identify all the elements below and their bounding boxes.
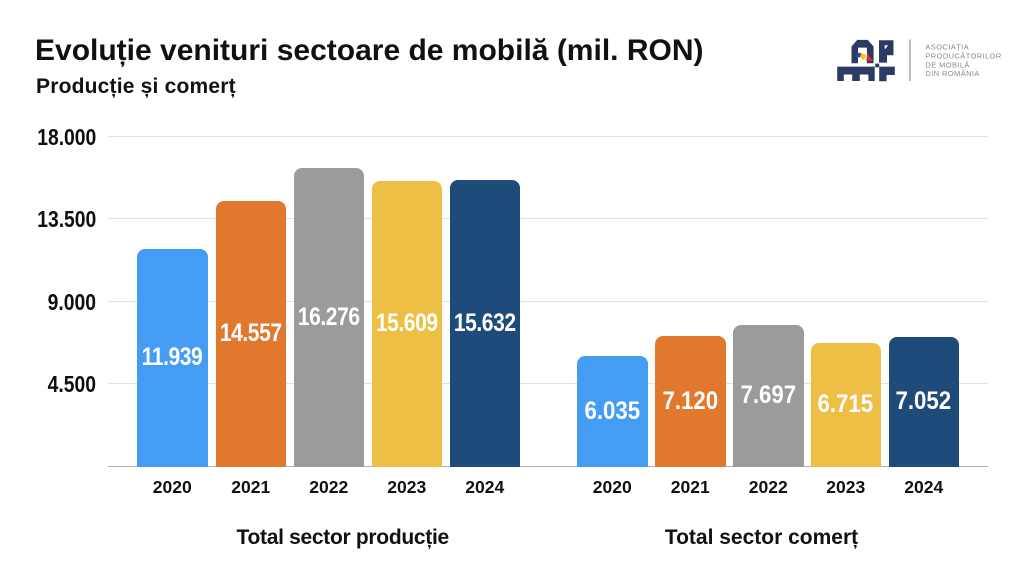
svg-text:ASOCIAȚIA: ASOCIAȚIA xyxy=(925,43,969,52)
svg-text:DE MOBILĂ: DE MOBILĂ xyxy=(925,60,969,69)
svg-text:PRODUCĂTORILOR: PRODUCĂTORILOR xyxy=(925,51,1001,60)
svg-text:DIN ROMÂNIA: DIN ROMÂNIA xyxy=(925,69,979,78)
